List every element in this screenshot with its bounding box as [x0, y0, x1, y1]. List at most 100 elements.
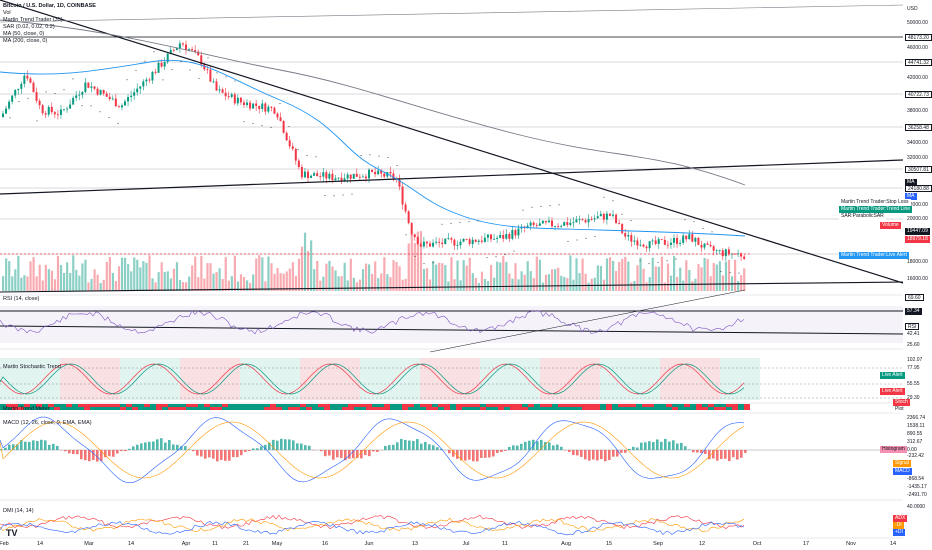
sar-dot [666, 260, 668, 262]
rsi-price-label: RSI [905, 322, 920, 330]
meter-cell [516, 407, 522, 410]
meter-cell [90, 404, 96, 407]
candle-body [120, 105, 123, 108]
legend-item-ma50[interactable]: MA (50, close, 0) [3, 31, 45, 37]
volume-bar [239, 274, 243, 291]
macd-histogram-bar [640, 442, 643, 450]
meter-cell [282, 407, 288, 410]
meter-cell [480, 404, 486, 407]
stoch-title[interactable]: Martin Stochastic Trend [3, 364, 61, 370]
legend-item-sar[interactable]: SAR (0.02, 0.02, 0.2) [3, 24, 55, 30]
meter-cell [624, 407, 630, 410]
volume-bar [154, 282, 157, 291]
stoch-tag[interactable]: Live Alert [880, 371, 905, 379]
sar-dot [351, 193, 353, 195]
stoch-price-label: 102.07 [907, 356, 923, 363]
stoch-d-line [0, 363, 745, 395]
symbol-title[interactable]: Bitcoin / U.S. Dollar, 1D, COINBASE [3, 3, 96, 9]
macd-tag[interactable]: MACD [893, 467, 912, 475]
volume-bar [93, 269, 96, 291]
volume-bar [419, 231, 423, 291]
meter-cell [66, 404, 72, 407]
stochastic-pane [0, 358, 903, 400]
meter-cell [636, 407, 642, 410]
rsi-band [0, 306, 903, 343]
stoch-background [660, 358, 680, 400]
macd-histogram-bar [424, 441, 427, 450]
volume-bar [191, 265, 194, 291]
macd-histogram-bar [580, 450, 583, 457]
volume-bar [715, 264, 718, 291]
meter-cell [360, 404, 366, 407]
macd-histogram-bar [52, 443, 55, 450]
candle-body [712, 246, 715, 251]
legend-item-vol[interactable]: Vol [3, 10, 11, 16]
stoch-tag[interactable]: Live Alert [880, 387, 905, 395]
candle-body [227, 96, 230, 98]
volume-bar [374, 261, 377, 291]
sar-dot [486, 257, 488, 259]
volume-bar [462, 260, 465, 291]
main-tag[interactable]: Martin Trend Trader:Trend Line [839, 205, 913, 213]
macd-histogram-bar [536, 441, 539, 450]
dmi-tag[interactable]: -DI [893, 521, 904, 529]
legend-item-ma200[interactable]: MA (200, close, 0) [3, 38, 48, 44]
macd-tag[interactable]: Histogram [880, 445, 907, 453]
volume-bar [392, 260, 395, 291]
macd-histogram-bar [492, 450, 495, 457]
meter-cell [540, 404, 546, 407]
time-axis[interactable]: Feb 14 Mar 14 Apr 11 21 May 16 Jun 13 Jul 11 Aug 15 Sep… [0, 539, 932, 550]
macd-histogram-bar [264, 444, 267, 450]
dmi-tag[interactable]: ADX [893, 514, 908, 522]
sar-dot [567, 241, 569, 243]
candle-body [441, 242, 444, 245]
meter-cell [582, 404, 588, 407]
macd-histogram-bar [716, 450, 719, 461]
macd-title[interactable]: MACD (12, 26, close, 9, EMA, EMA) [3, 420, 92, 426]
candle-body [361, 176, 364, 178]
candle-body [166, 53, 169, 63]
volume-bar [578, 273, 581, 291]
macd-histogram-bar [280, 438, 283, 450]
macd-histogram-bar [8, 444, 11, 450]
dmi-title[interactable]: DMI (14, 14) [3, 508, 34, 514]
candle-body [718, 250, 721, 252]
meter-cell [240, 407, 246, 410]
candle-body [651, 240, 654, 242]
main-tag[interactable]: Martin Trend Trader:Stop Loss [839, 198, 911, 206]
candle-body [282, 120, 285, 133]
macd-histogram-bar [176, 444, 179, 450]
main-tag[interactable]: SAR:ParabolicSAR [839, 212, 886, 220]
meter-cell [312, 407, 318, 410]
stoch-tag[interactable]: Plot [893, 405, 906, 413]
meter-title[interactable]: Martin Trend Meter [3, 406, 50, 412]
dmi-tag[interactable]: +DI [893, 528, 905, 536]
candle-body [444, 238, 447, 245]
meter-cell [0, 407, 6, 410]
main-tag[interactable]: Volume [880, 221, 901, 229]
macd-histogram-bar [376, 450, 379, 452]
volume-bar [465, 265, 468, 291]
meter-cell [504, 407, 510, 410]
macd-histogram-bar [572, 450, 575, 456]
rsi-title[interactable]: RSI (14, close) [3, 296, 40, 302]
macd-histogram-bar [628, 448, 631, 450]
candle-body [630, 235, 633, 242]
candle-body [72, 97, 75, 105]
volume-bar [639, 257, 642, 291]
legend-item-martin-trend-trader[interactable]: Martin Trend Trader (35) [3, 17, 63, 23]
main-tag[interactable]: Martin Trend Trader:Live Alert [839, 251, 909, 259]
volume-bar [700, 267, 703, 291]
volume-bar [313, 269, 316, 291]
meter-cell [498, 404, 504, 407]
stoch-background [500, 358, 520, 400]
meter-cell [270, 407, 276, 410]
volume-bar [59, 265, 63, 291]
stoch-tag[interactable]: Stoch [893, 398, 910, 406]
candle-body [727, 249, 730, 255]
volume-bar [114, 281, 118, 291]
meter-cell [372, 404, 378, 407]
macd-tag[interactable]: Signal [893, 459, 911, 467]
meter-cell [456, 404, 462, 407]
